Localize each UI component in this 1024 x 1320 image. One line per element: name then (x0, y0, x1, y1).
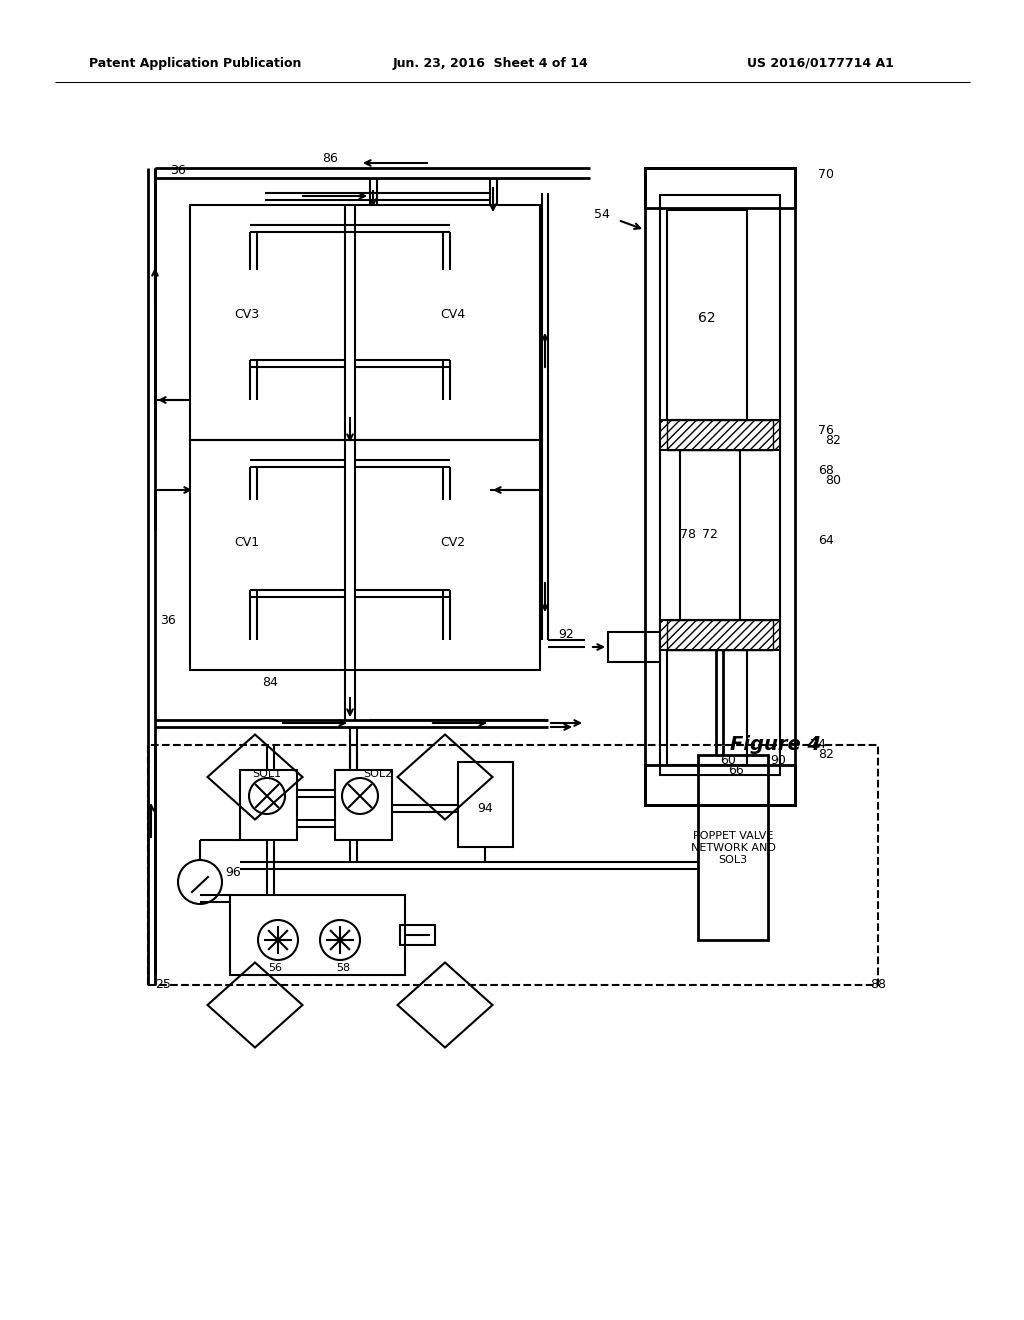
Bar (660, 420, 780, 450)
Bar (667, 210, 746, 420)
Text: 76: 76 (818, 424, 834, 437)
Text: 94: 94 (477, 801, 493, 814)
Bar (645, 766, 795, 805)
Bar (148, 744, 878, 985)
Bar (680, 450, 740, 620)
Bar (698, 755, 768, 940)
Bar (660, 195, 780, 775)
Text: POPPET VALVE
NETWORK AND
SOL3: POPPET VALVE NETWORK AND SOL3 (690, 832, 775, 865)
Text: SOL1: SOL1 (253, 770, 282, 779)
Text: 86: 86 (323, 152, 338, 165)
Text: 36: 36 (160, 614, 176, 627)
Text: 88: 88 (870, 978, 886, 991)
Bar (190, 440, 540, 671)
Text: 90: 90 (770, 754, 785, 767)
Text: 70: 70 (818, 169, 834, 181)
Text: 54: 54 (594, 209, 610, 222)
Text: CV3: CV3 (234, 309, 259, 322)
Text: 96: 96 (225, 866, 241, 879)
Text: 92: 92 (558, 628, 573, 642)
Text: 68: 68 (818, 463, 834, 477)
Text: 66: 66 (728, 763, 743, 776)
Text: CV2: CV2 (440, 536, 466, 549)
Text: 60: 60 (720, 754, 736, 767)
Text: 78: 78 (680, 528, 696, 541)
Text: 84: 84 (262, 676, 278, 689)
Bar (335, 770, 392, 840)
Text: US 2016/0177714 A1: US 2016/0177714 A1 (746, 57, 893, 70)
Bar (667, 649, 746, 766)
Text: 25: 25 (155, 978, 171, 991)
Text: 58: 58 (336, 964, 350, 973)
Text: 56: 56 (268, 964, 282, 973)
Bar (660, 620, 780, 649)
Text: 74: 74 (810, 738, 826, 751)
Bar (458, 762, 513, 847)
Text: 80: 80 (825, 474, 841, 487)
Text: 72: 72 (702, 528, 718, 541)
Text: 82: 82 (825, 433, 841, 446)
Bar (230, 895, 406, 975)
Text: Patent Application Publication: Patent Application Publication (89, 57, 301, 70)
Text: CV1: CV1 (234, 536, 259, 549)
Bar (240, 770, 297, 840)
Bar (400, 925, 435, 945)
Bar (645, 168, 795, 209)
Bar (645, 168, 795, 805)
Bar (667, 620, 773, 649)
Text: 62: 62 (698, 312, 716, 325)
Text: Figure 4: Figure 4 (730, 735, 821, 755)
Text: 82: 82 (818, 748, 834, 762)
Text: SOL2: SOL2 (364, 770, 392, 779)
Text: CV4: CV4 (440, 309, 466, 322)
Text: Jun. 23, 2016  Sheet 4 of 14: Jun. 23, 2016 Sheet 4 of 14 (392, 57, 588, 70)
Bar (190, 205, 540, 440)
Bar (667, 420, 773, 450)
Bar (608, 632, 660, 663)
Text: 64: 64 (818, 533, 834, 546)
Text: 36: 36 (170, 164, 185, 177)
